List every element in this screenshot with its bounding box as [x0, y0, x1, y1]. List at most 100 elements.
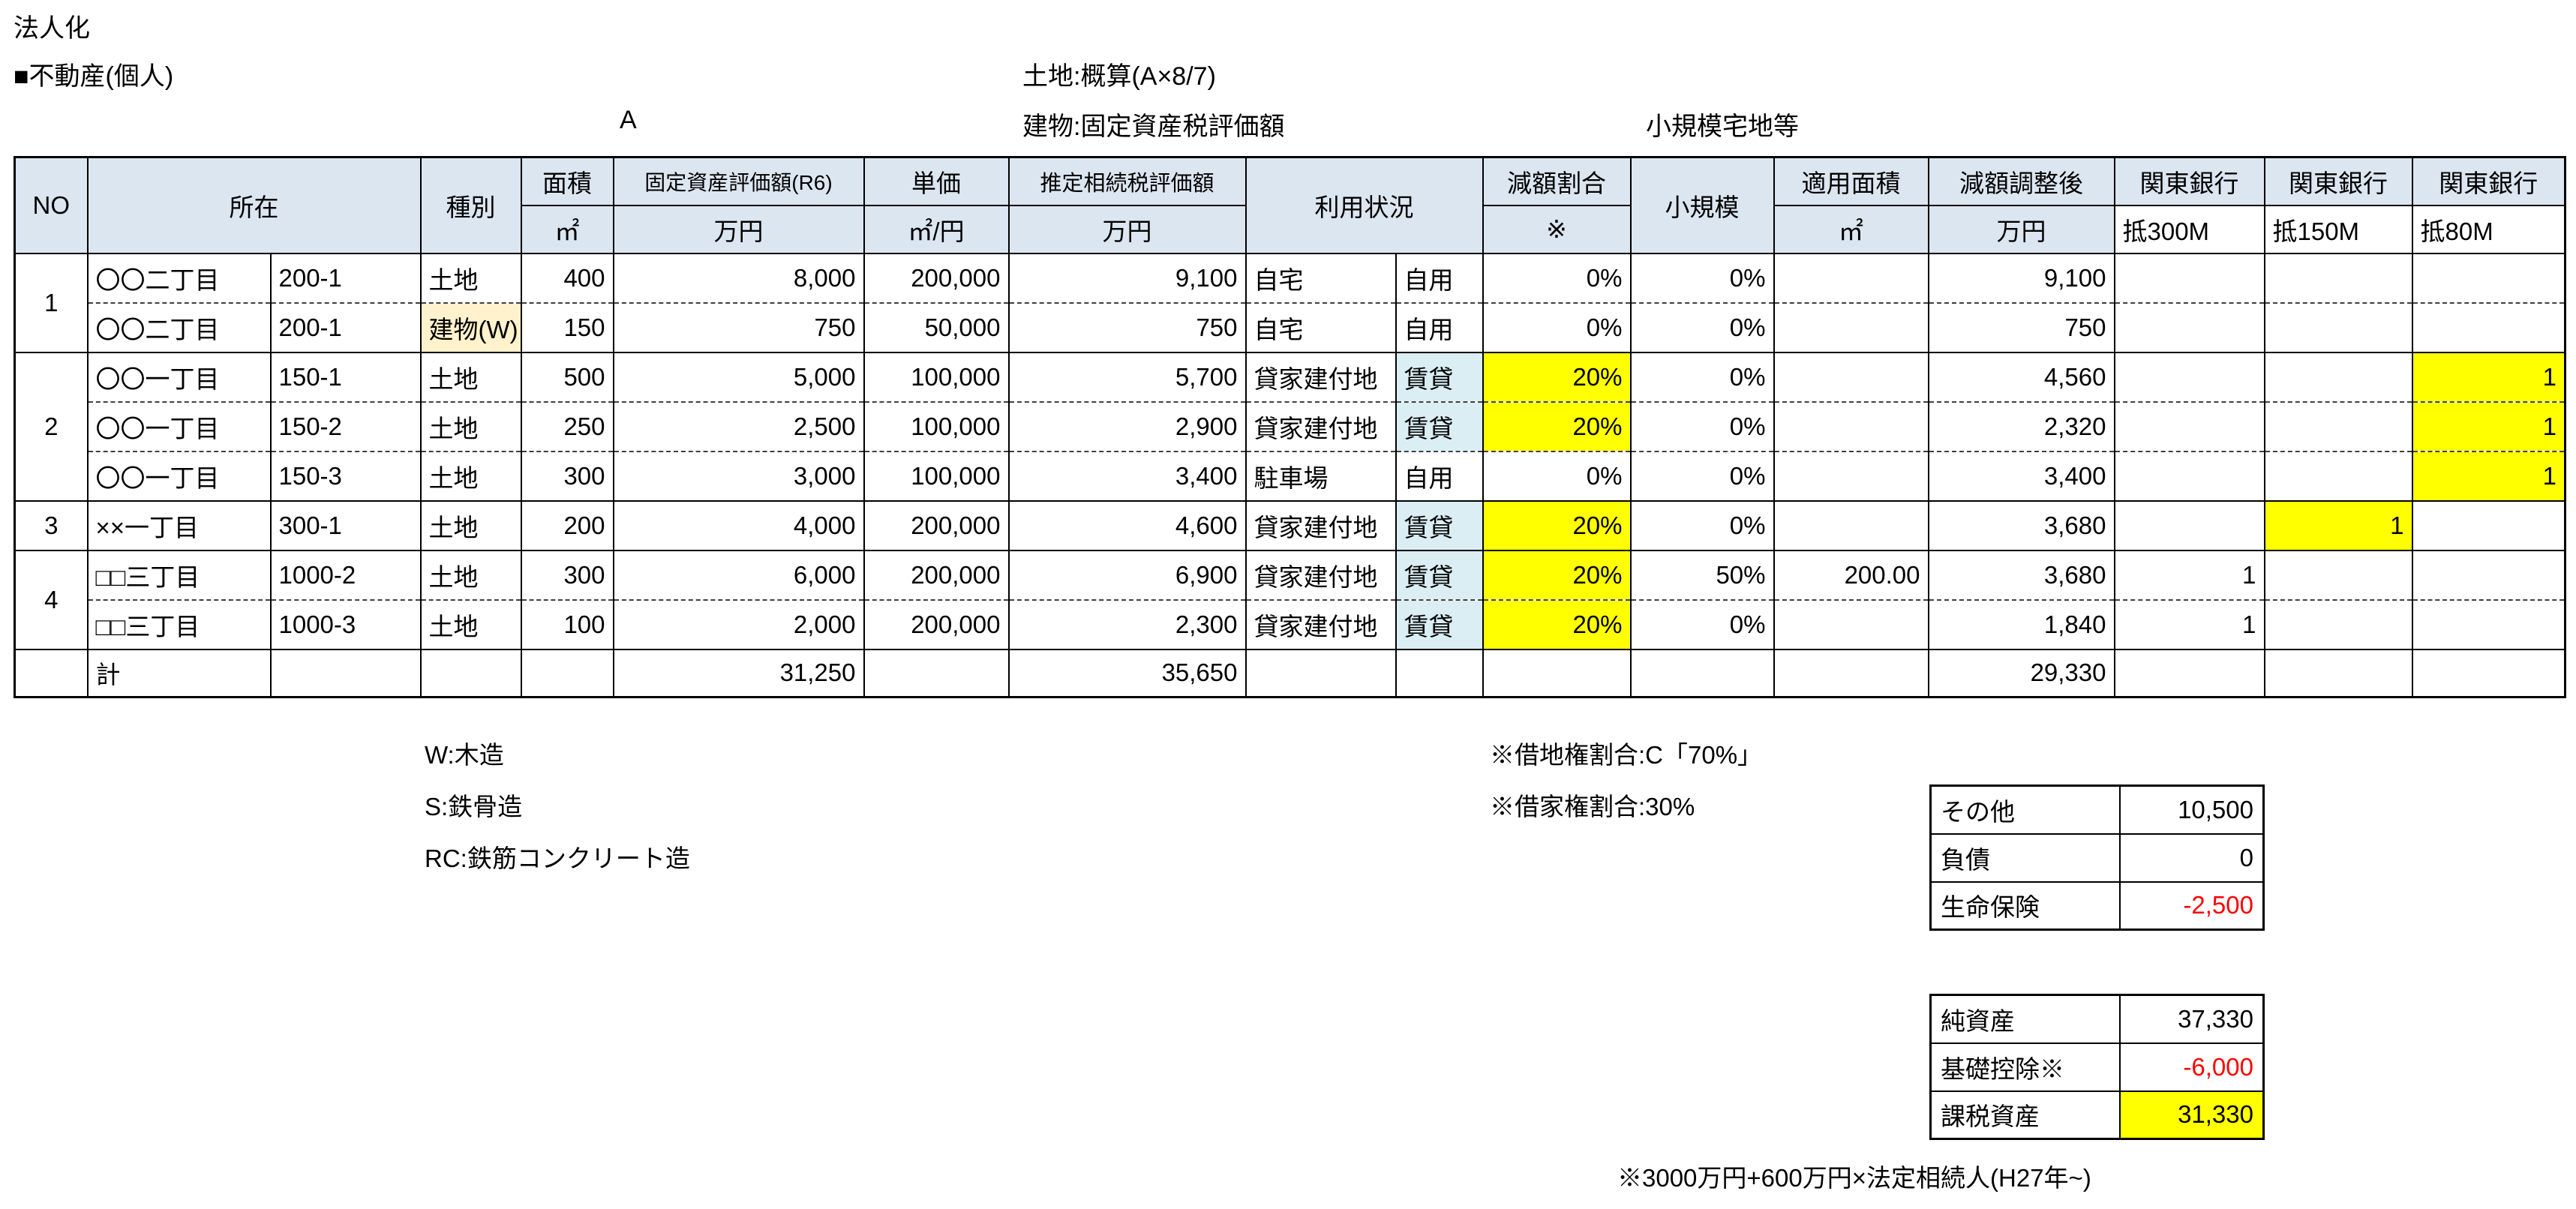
summary-label-basic-deduction[interactable]: 基礎控除※	[1929, 1042, 2121, 1092]
cell[interactable]: 建物(W)	[420, 302, 522, 352]
total-cell[interactable]	[1482, 648, 1632, 698]
summary-label-taxable-assets[interactable]: 課税資産	[1929, 1090, 2121, 1140]
cell[interactable]: 500	[521, 351, 614, 402]
cell[interactable]: 自宅	[1245, 252, 1397, 303]
summary-value-other[interactable]: 10,500	[2118, 784, 2265, 835]
cell[interactable]: 1	[2412, 450, 2566, 501]
cell[interactable]: 2,000	[613, 598, 865, 650]
cell[interactable]: 土地	[420, 549, 522, 600]
col-header-unit-price[interactable]: 単価	[863, 156, 1010, 206]
summary-label-life-insurance[interactable]: 生命保険	[1929, 880, 2121, 931]
cell[interactable]: 3,400	[1928, 450, 2115, 501]
col-header-applied-area[interactable]: 適用面積	[1773, 156, 1929, 206]
cell[interactable]	[1773, 500, 1929, 550]
total-cell[interactable]	[1245, 648, 1397, 698]
cell[interactable]: 20%	[1482, 549, 1632, 600]
summary-value-basic-deduction[interactable]: -6,000	[2118, 1042, 2265, 1092]
col-header-area[interactable]: 面積	[521, 156, 614, 206]
cell[interactable]: 自用	[1395, 450, 1484, 501]
col-header-no[interactable]: NO	[14, 156, 89, 254]
total-cell[interactable]: 31,250	[613, 648, 865, 698]
summary-label-other[interactable]: その他	[1929, 784, 2121, 835]
cell[interactable]: 0%	[1630, 400, 1775, 452]
cell[interactable]: 300	[521, 549, 614, 600]
cell[interactable]	[2412, 252, 2566, 303]
cell[interactable]	[2114, 351, 2265, 402]
cell[interactable]: 200,000	[863, 500, 1010, 550]
cell[interactable]: 〇〇二丁目	[87, 302, 272, 352]
cell[interactable]: 3,680	[1928, 549, 2115, 600]
cell[interactable]: 100,000	[863, 351, 1010, 402]
cell[interactable]: 200	[521, 500, 614, 550]
row-number-cell[interactable]: 3	[14, 500, 89, 550]
cell[interactable]	[1773, 351, 1929, 402]
cell[interactable]: 0%	[1630, 351, 1775, 402]
cell[interactable]: 貸家建付地	[1245, 400, 1397, 452]
cell[interactable]: 50%	[1630, 549, 1775, 600]
cell[interactable]: 200.00	[1773, 549, 1929, 600]
cell[interactable]: 土地	[420, 500, 522, 550]
cell[interactable]: 100,000	[863, 400, 1010, 452]
cell[interactable]: 貸家建付地	[1245, 500, 1397, 550]
col-header-adjusted[interactable]: 減額調整後	[1928, 156, 2115, 206]
cell[interactable]: 0%	[1482, 252, 1632, 303]
col-header-small-scale[interactable]: 小規模	[1630, 156, 1775, 254]
cell[interactable]	[1773, 302, 1929, 352]
summary-value-taxable-assets[interactable]: 31,330	[2118, 1090, 2265, 1140]
cell[interactable]	[2264, 302, 2413, 352]
total-cell[interactable]	[863, 648, 1010, 698]
summary-value-liabilities[interactable]: 0	[2118, 832, 2265, 883]
cell[interactable]: 20%	[1482, 500, 1632, 550]
cell[interactable]: 2,320	[1928, 400, 2115, 452]
total-cell[interactable]	[1773, 648, 1929, 698]
cell[interactable]: 土地	[420, 400, 522, 452]
cell[interactable]	[2264, 450, 2413, 501]
col-header-usage[interactable]: 利用状況	[1245, 156, 1484, 254]
cell[interactable]: 2,300	[1008, 598, 1247, 650]
cell[interactable]: 0%	[1630, 500, 1775, 550]
cell[interactable]: 6,000	[613, 549, 865, 600]
col-header-est-unit[interactable]: 万円	[1008, 204, 1247, 254]
total-cell[interactable]	[420, 648, 522, 698]
cell[interactable]: 200-1	[270, 252, 422, 303]
col-header-bank-1[interactable]: 関東銀行	[2114, 156, 2265, 206]
cell[interactable]: 100,000	[863, 450, 1010, 501]
cell[interactable]: 1	[2114, 598, 2265, 650]
total-cell[interactable]	[14, 648, 89, 698]
col-header-location[interactable]: 所在	[87, 156, 422, 254]
cell[interactable]: 1000-3	[270, 598, 422, 650]
summary-value-life-insurance[interactable]: -2,500	[2118, 880, 2265, 931]
col-header-mortgage-150[interactable]: 抵150M	[2264, 204, 2413, 254]
total-cell[interactable]	[2264, 648, 2413, 698]
row-number-cell[interactable]: 1	[14, 252, 89, 352]
cell[interactable]: 200,000	[863, 252, 1010, 303]
cell[interactable]: 賃貸	[1395, 549, 1484, 600]
cell[interactable]: 150-3	[270, 450, 422, 501]
col-header-fixed-valuation[interactable]: 固定資産評価額(R6)	[613, 156, 865, 206]
cell[interactable]: 自用	[1395, 252, 1484, 303]
col-header-fixed-unit[interactable]: 万円	[613, 204, 865, 254]
cell[interactable]	[2264, 252, 2413, 303]
cell[interactable]: 2,500	[613, 400, 865, 452]
cell[interactable]: 250	[521, 400, 614, 452]
cell[interactable]: 20%	[1482, 351, 1632, 402]
cell[interactable]: 0%	[1482, 450, 1632, 501]
total-cell[interactable]: 29,330	[1928, 648, 2115, 698]
cell[interactable]: 賃貸	[1395, 400, 1484, 452]
cell[interactable]	[2412, 598, 2566, 650]
cell[interactable]: 1,840	[1928, 598, 2115, 650]
cell[interactable]	[2114, 252, 2265, 303]
cell[interactable]: 9,100	[1928, 252, 2115, 303]
cell[interactable]	[1773, 252, 1929, 303]
cell[interactable]: ××一丁目	[87, 500, 272, 550]
cell[interactable]: 1	[2114, 549, 2265, 600]
cell[interactable]: 8,000	[613, 252, 865, 303]
cell[interactable]: 750	[613, 302, 865, 352]
col-header-reduction-note[interactable]: ※	[1482, 204, 1632, 254]
row-number-cell[interactable]: 4	[14, 549, 89, 650]
summary-value-net-assets[interactable]: 37,330	[2118, 994, 2265, 1044]
cell[interactable]: 3,680	[1928, 500, 2115, 550]
summary-label-net-assets[interactable]: 純資産	[1929, 994, 2121, 1044]
cell[interactable]: 150	[521, 302, 614, 352]
cell[interactable]: 4,000	[613, 500, 865, 550]
